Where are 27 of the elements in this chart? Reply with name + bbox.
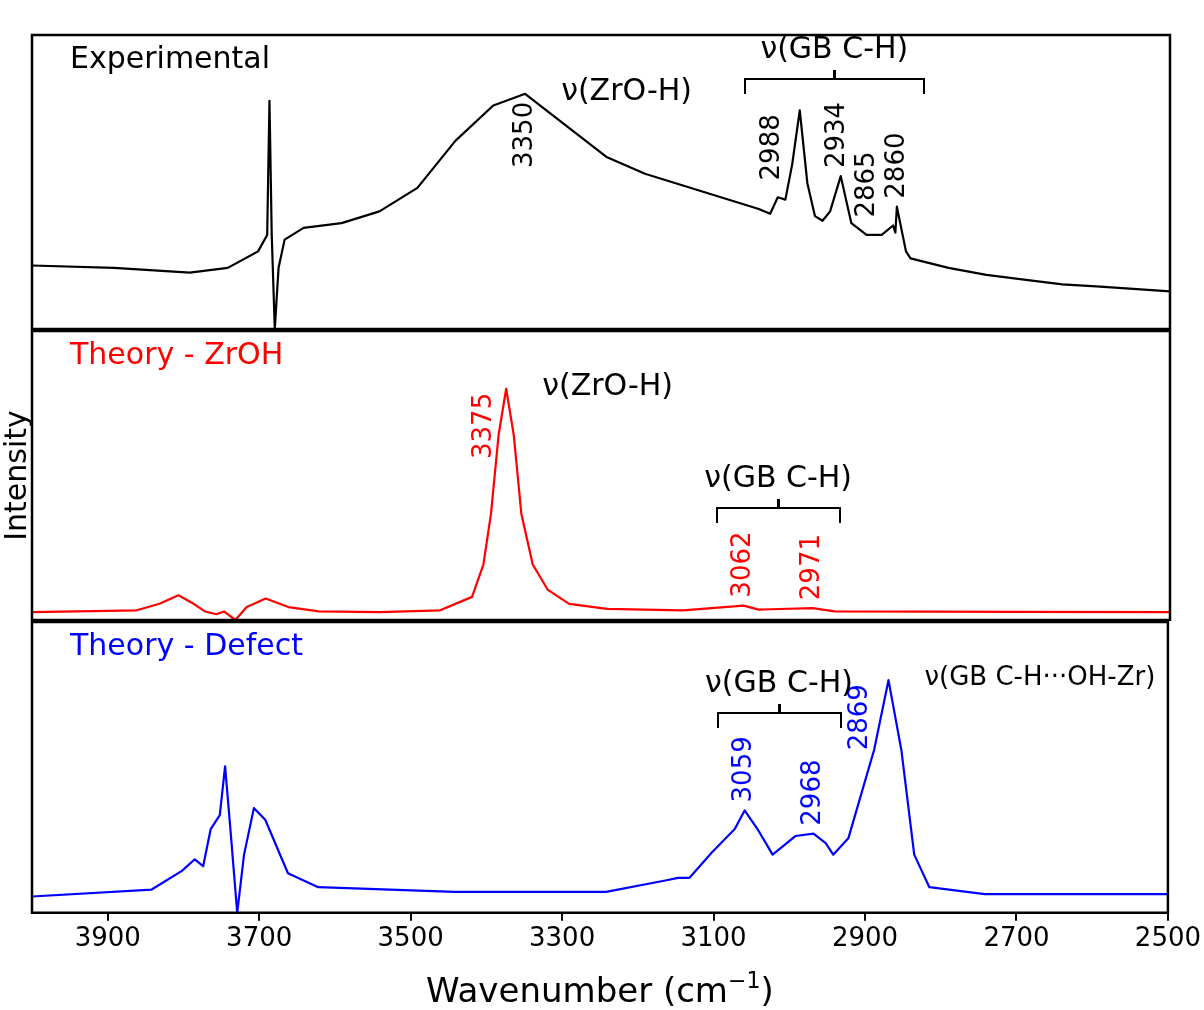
annotation: ν(GB C-H) [704,459,853,495]
x-tick-label: 3500 [377,922,444,953]
annotation: 3059 [727,736,758,803]
chart-title: Experimental [70,39,271,75]
annotation: 2860 [879,132,910,199]
annotation: 3375 [466,392,497,459]
annotation: 3062 [726,531,757,598]
annotation: 2971 [795,534,826,601]
text: ν(GB C-H) [760,29,909,65]
x-tick-label: 2700 [983,922,1050,953]
chart-title: Theory - Defect [69,626,304,662]
annotation: 2865 [849,151,880,218]
chart-title: Theory - ZrOH [69,335,284,371]
x-tick-label: 3900 [74,922,141,953]
x-tick-label: 2500 [1134,922,1201,953]
annotation: 2988 [754,114,785,181]
x-tick-label: 2900 [831,922,899,953]
x-tick-label: 3100 [680,922,747,953]
annotation: ν(ZrO-H) [542,366,674,402]
y-axis-title: Intensity [0,410,33,541]
x-tick-label: 3700 [226,922,293,953]
annotation: ν(ZrO-H) [561,71,693,107]
annotation: 3350 [507,101,538,168]
annotation: 2968 [796,759,827,826]
annotation: 2934 [819,101,850,169]
annotation: ν(GB C-H···OH-Zr) [924,660,1156,691]
x-tick-label: 3300 [529,922,596,953]
